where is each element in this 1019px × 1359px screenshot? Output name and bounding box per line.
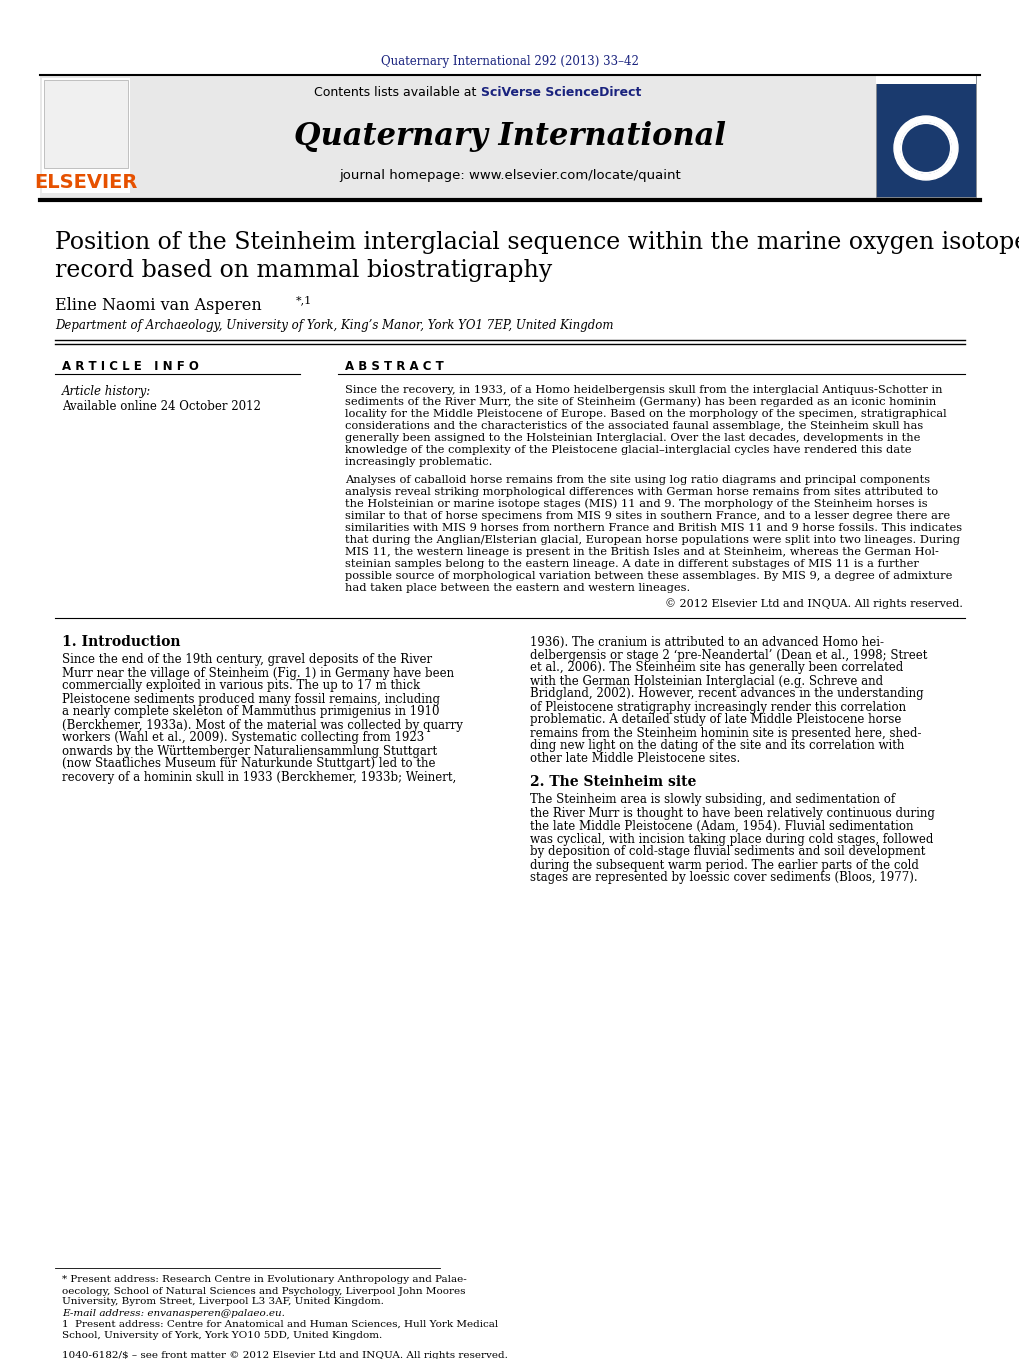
Text: onwards by the Württemberger Naturaliensammlung Stuttgart: onwards by the Württemberger Naturaliens… bbox=[62, 745, 437, 757]
Text: Article history:: Article history: bbox=[62, 386, 151, 398]
Text: The Steinheim area is slowly subsiding, and sedimentation of: The Steinheim area is slowly subsiding, … bbox=[530, 794, 895, 806]
Text: Eline Naomi van Asperen: Eline Naomi van Asperen bbox=[55, 296, 262, 314]
Text: similar to that of horse specimens from MIS 9 sites in southern France, and to a: similar to that of horse specimens from … bbox=[344, 511, 949, 520]
Text: A R T I C L E   I N F O: A R T I C L E I N F O bbox=[62, 360, 199, 374]
Text: Position of the Steinheim interglacial sequence within the marine oxygen isotope: Position of the Steinheim interglacial s… bbox=[55, 231, 1019, 254]
Text: et al., 2006). The Steinheim site has generally been correlated: et al., 2006). The Steinheim site has ge… bbox=[530, 662, 903, 674]
Bar bbox=[42, 77, 129, 193]
Bar bbox=[44, 80, 127, 169]
Text: (now Staatliches Museum für Naturkunde Stuttgart) led to the: (now Staatliches Museum für Naturkunde S… bbox=[62, 757, 435, 771]
Text: similarities with MIS 9 horses from northern France and British MIS 11 and 9 hor: similarities with MIS 9 horses from nort… bbox=[344, 523, 961, 533]
Text: 2. The Steinheim site: 2. The Steinheim site bbox=[530, 775, 696, 790]
Text: (Berckhemer, 1933a). Most of the material was collected by quarry: (Berckhemer, 1933a). Most of the materia… bbox=[62, 719, 463, 731]
Text: Pleistocene sediments produced many fossil remains, including: Pleistocene sediments produced many foss… bbox=[62, 693, 439, 705]
Text: during the subsequent warm period. The earlier parts of the cold: during the subsequent warm period. The e… bbox=[530, 859, 918, 871]
Text: delbergensis or stage 2 ‘pre-Neandertal’ (Dean et al., 1998; Street: delbergensis or stage 2 ‘pre-Neandertal’… bbox=[530, 648, 926, 662]
Text: 1936). The cranium is attributed to an advanced Homo hei-: 1936). The cranium is attributed to an a… bbox=[530, 636, 883, 648]
Text: * Present address: Research Centre in Evolutionary Anthropology and Palae-: * Present address: Research Centre in Ev… bbox=[62, 1276, 467, 1284]
Text: Analyses of caballoid horse remains from the site using log ratio diagrams and p: Analyses of caballoid horse remains from… bbox=[344, 476, 929, 485]
Text: increasingly problematic.: increasingly problematic. bbox=[344, 457, 492, 467]
Text: recovery of a hominin skull in 1933 (Berckhemer, 1933b; Weinert,: recovery of a hominin skull in 1933 (Ber… bbox=[62, 771, 455, 784]
Text: journal homepage: www.elsevier.com/locate/quaint: journal homepage: www.elsevier.com/locat… bbox=[338, 169, 681, 182]
Text: Murr near the village of Steinheim (Fig. 1) in Germany have been: Murr near the village of Steinheim (Fig.… bbox=[62, 666, 453, 680]
Text: locality for the Middle Pleistocene of Europe. Based on the morphology of the sp: locality for the Middle Pleistocene of E… bbox=[344, 409, 946, 419]
Text: 1. Introduction: 1. Introduction bbox=[62, 635, 180, 650]
Text: generally been assigned to the Holsteinian Interglacial. Over the last decades, : generally been assigned to the Holsteini… bbox=[344, 434, 919, 443]
Text: ELSEVIER: ELSEVIER bbox=[35, 174, 138, 193]
Text: record based on mammal biostratigraphy: record based on mammal biostratigraphy bbox=[55, 258, 551, 281]
Text: workers (Wahl et al., 2009). Systematic collecting from 1923: workers (Wahl et al., 2009). Systematic … bbox=[62, 731, 424, 745]
Text: that during the Anglian/Elsterian glacial, European horse populations were split: that during the Anglian/Elsterian glacia… bbox=[344, 535, 959, 545]
Text: Since the recovery, in 1933, of a Homo heidelbergensis skull from the interglaci: Since the recovery, in 1933, of a Homo h… bbox=[344, 385, 942, 395]
Text: © 2012 Elsevier Ltd and INQUA. All rights reserved.: © 2012 Elsevier Ltd and INQUA. All right… bbox=[664, 598, 962, 609]
Text: other late Middle Pleistocene sites.: other late Middle Pleistocene sites. bbox=[530, 753, 740, 765]
Bar bbox=[875, 75, 975, 197]
Text: the Holsteinian or marine isotope stages (MIS) 11 and 9. The morphology of the S: the Holsteinian or marine isotope stages… bbox=[344, 499, 926, 510]
Text: had taken place between the eastern and western lineages.: had taken place between the eastern and … bbox=[344, 583, 690, 593]
Text: of Pleistocene stratigraphy increasingly render this correlation: of Pleistocene stratigraphy increasingly… bbox=[530, 700, 905, 713]
Text: the late Middle Pleistocene (Adam, 1954). Fluvial sedimentation: the late Middle Pleistocene (Adam, 1954)… bbox=[530, 819, 913, 833]
Text: SciVerse ScienceDirect: SciVerse ScienceDirect bbox=[481, 87, 641, 99]
Circle shape bbox=[900, 124, 950, 173]
Text: *,1: *,1 bbox=[296, 295, 312, 304]
Text: remains from the Steinheim hominin site is presented here, shed-: remains from the Steinheim hominin site … bbox=[530, 727, 920, 739]
Text: oecology, School of Natural Sciences and Psychology, Liverpool John Moores: oecology, School of Natural Sciences and… bbox=[62, 1287, 465, 1295]
Text: Quaternary International: Quaternary International bbox=[293, 121, 726, 152]
Text: problematic. A detailed study of late Middle Pleistocene horse: problematic. A detailed study of late Mi… bbox=[530, 713, 901, 727]
Text: stages are represented by loessic cover sediments (Bloos, 1977).: stages are represented by loessic cover … bbox=[530, 871, 917, 885]
Text: analysis reveal striking morphological differences with German horse remains fro: analysis reveal striking morphological d… bbox=[344, 487, 937, 497]
Text: Bridgland, 2002). However, recent advances in the understanding: Bridgland, 2002). However, recent advanc… bbox=[530, 688, 923, 700]
Text: MIS 11, the western lineage is present in the British Isles and at Steinheim, wh: MIS 11, the western lineage is present i… bbox=[344, 548, 937, 557]
Text: sediments of the River Murr, the site of Steinheim (Germany) has been regarded a: sediments of the River Murr, the site of… bbox=[344, 397, 935, 408]
Text: a nearly complete skeleton of Mammuthus primigenius in 1910: a nearly complete skeleton of Mammuthus … bbox=[62, 705, 439, 719]
Text: University, Byrom Street, Liverpool L3 3AF, United Kingdom.: University, Byrom Street, Liverpool L3 3… bbox=[62, 1298, 383, 1306]
Text: 1040-6182/$ – see front matter © 2012 Elsevier Ltd and INQUA. All rights reserve: 1040-6182/$ – see front matter © 2012 El… bbox=[62, 1351, 507, 1359]
Text: 1  Present address: Centre for Anatomical and Human Sciences, Hull York Medical: 1 Present address: Centre for Anatomical… bbox=[62, 1320, 497, 1329]
Text: ding new light on the dating of the site and its correlation with: ding new light on the dating of the site… bbox=[530, 739, 904, 753]
Bar bbox=[875, 75, 975, 84]
Text: Quaternary International 292 (2013) 33–42: Quaternary International 292 (2013) 33–4… bbox=[381, 56, 638, 68]
Circle shape bbox=[893, 116, 957, 179]
Text: School, University of York, York YO10 5DD, United Kingdom.: School, University of York, York YO10 5D… bbox=[62, 1330, 382, 1340]
Text: Department of Archaeology, University of York, King’s Manor, York YO1 7EP, Unite: Department of Archaeology, University of… bbox=[55, 318, 612, 332]
Text: Since the end of the 19th century, gravel deposits of the River: Since the end of the 19th century, grave… bbox=[62, 654, 432, 666]
Text: A B S T R A C T: A B S T R A C T bbox=[344, 360, 443, 374]
Text: Contents lists available at: Contents lists available at bbox=[313, 87, 480, 99]
Text: E-mail address: envanasperen@palaeo.eu.: E-mail address: envanasperen@palaeo.eu. bbox=[62, 1309, 284, 1317]
Text: by deposition of cold-stage fluvial sediments and soil development: by deposition of cold-stage fluvial sedi… bbox=[530, 845, 924, 859]
Text: steinian samples belong to the eastern lineage. A date in different substages of: steinian samples belong to the eastern l… bbox=[344, 559, 918, 569]
Text: was cyclical, with incision taking place during cold stages, followed: was cyclical, with incision taking place… bbox=[530, 833, 932, 845]
Text: with the German Holsteinian Interglacial (e.g. Schreve and: with the German Holsteinian Interglacial… bbox=[530, 674, 882, 688]
Bar bbox=[40, 75, 879, 200]
Text: Available online 24 October 2012: Available online 24 October 2012 bbox=[62, 400, 261, 413]
Text: possible source of morphological variation between these assemblages. By MIS 9, : possible source of morphological variati… bbox=[344, 571, 952, 582]
Text: commercially exploited in various pits. The up to 17 m thick: commercially exploited in various pits. … bbox=[62, 680, 420, 693]
Text: considerations and the characteristics of the associated faunal assemblage, the : considerations and the characteristics o… bbox=[344, 421, 922, 431]
Text: knowledge of the complexity of the Pleistocene glacial–interglacial cycles have : knowledge of the complexity of the Pleis… bbox=[344, 444, 911, 455]
Text: the River Murr is thought to have been relatively continuous during: the River Murr is thought to have been r… bbox=[530, 806, 934, 819]
